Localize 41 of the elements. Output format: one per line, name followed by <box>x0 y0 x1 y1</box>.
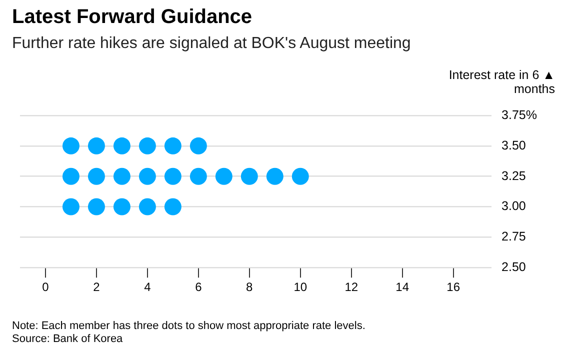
point <box>88 168 105 185</box>
y-tick-label: 2.75 <box>502 230 526 244</box>
x-tick-label: 14 <box>396 280 410 294</box>
point <box>292 168 309 185</box>
x-tick-label: 16 <box>446 280 460 294</box>
point <box>190 137 207 154</box>
point <box>164 168 182 185</box>
y-tick-label: 2.50 <box>502 260 526 274</box>
source-note: Source: Bank of Korea <box>12 333 124 346</box>
y-tick-label: 3.25 <box>502 168 526 183</box>
y-tick-label: 3.50 <box>502 138 526 152</box>
point <box>164 198 182 216</box>
chart-subtitle: Further rate hikes are signaled at BOK's August meeting <box>12 35 411 53</box>
point <box>113 168 130 185</box>
x-tick-label: 4 <box>144 280 152 294</box>
point <box>62 198 80 216</box>
point <box>113 198 130 216</box>
y-tick-label: 3.75% <box>502 108 538 122</box>
chart-title: Latest Forward Guidance <box>12 6 252 29</box>
point <box>164 137 182 154</box>
point <box>190 168 207 185</box>
x-tick-label: 12 <box>344 280 358 294</box>
point <box>138 137 156 154</box>
point <box>88 137 105 154</box>
point <box>215 168 232 185</box>
x-tick-label: 8 <box>246 280 254 294</box>
point <box>138 168 156 185</box>
point <box>138 198 156 216</box>
point <box>266 168 284 185</box>
point <box>88 198 105 216</box>
point <box>62 168 80 185</box>
y-axis-title: Interest rate in 6 ▲ months <box>448 68 555 96</box>
x-tick-label: 0 <box>42 280 50 294</box>
x-tick-label: 10 <box>294 280 308 294</box>
y-tick-label: 3.00 <box>502 199 526 214</box>
point <box>62 137 80 154</box>
point <box>113 137 130 154</box>
point <box>240 168 258 185</box>
x-tick-label: 6 <box>195 280 202 294</box>
x-tick-label: 2 <box>93 280 100 294</box>
text: Note: Each member has three dots to show most appropriate rate levels. <box>12 320 366 333</box>
